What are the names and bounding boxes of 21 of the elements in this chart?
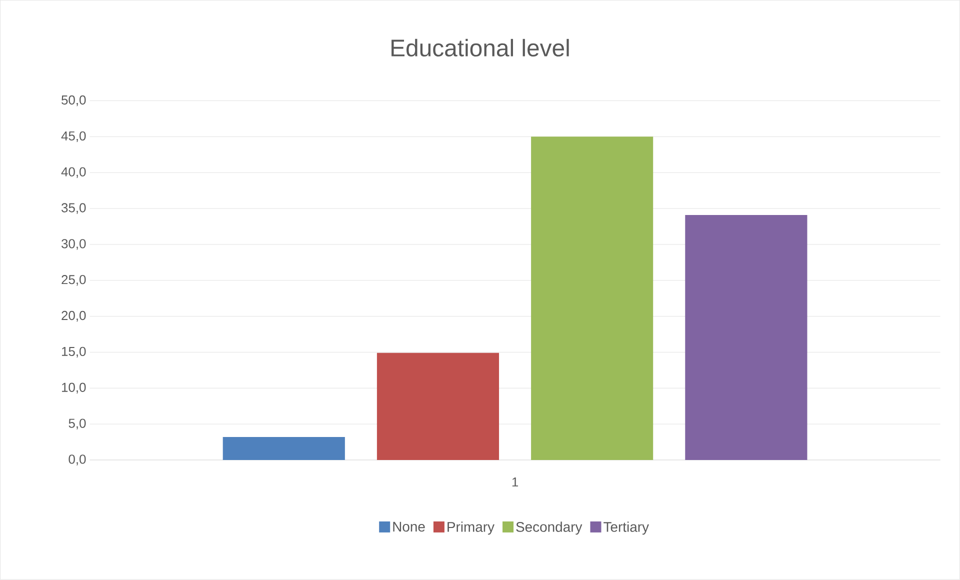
legend-label: Primary <box>448 522 494 535</box>
y-tick-label: 25,0 <box>62 275 86 286</box>
legend-label: Tertiary <box>604 522 649 535</box>
y-tick-label: 30,0 <box>62 239 86 250</box>
y-tick-label: 35,0 <box>62 203 86 214</box>
x-tick-label: 1 <box>512 478 518 487</box>
bar <box>531 136 654 460</box>
chart-title: Educational level <box>392 39 569 57</box>
y-tick-label: 0,0 <box>68 454 86 466</box>
y-tick-label: 50,0 <box>62 96 86 106</box>
bar <box>685 215 808 460</box>
legend-label: None <box>393 522 425 532</box>
bar <box>376 353 500 460</box>
y-tick-label: 40,0 <box>61 167 86 178</box>
bar <box>222 437 345 460</box>
y-tick-label: 15,0 <box>62 346 86 358</box>
y-tick-label: 20,0 <box>62 311 86 322</box>
legend-label: Secondary <box>516 522 582 535</box>
y-tick-label: 10,0 <box>62 382 86 394</box>
y-tick-label: 45,0 <box>61 131 86 142</box>
y-tick-label: 5,0 <box>68 418 86 430</box>
